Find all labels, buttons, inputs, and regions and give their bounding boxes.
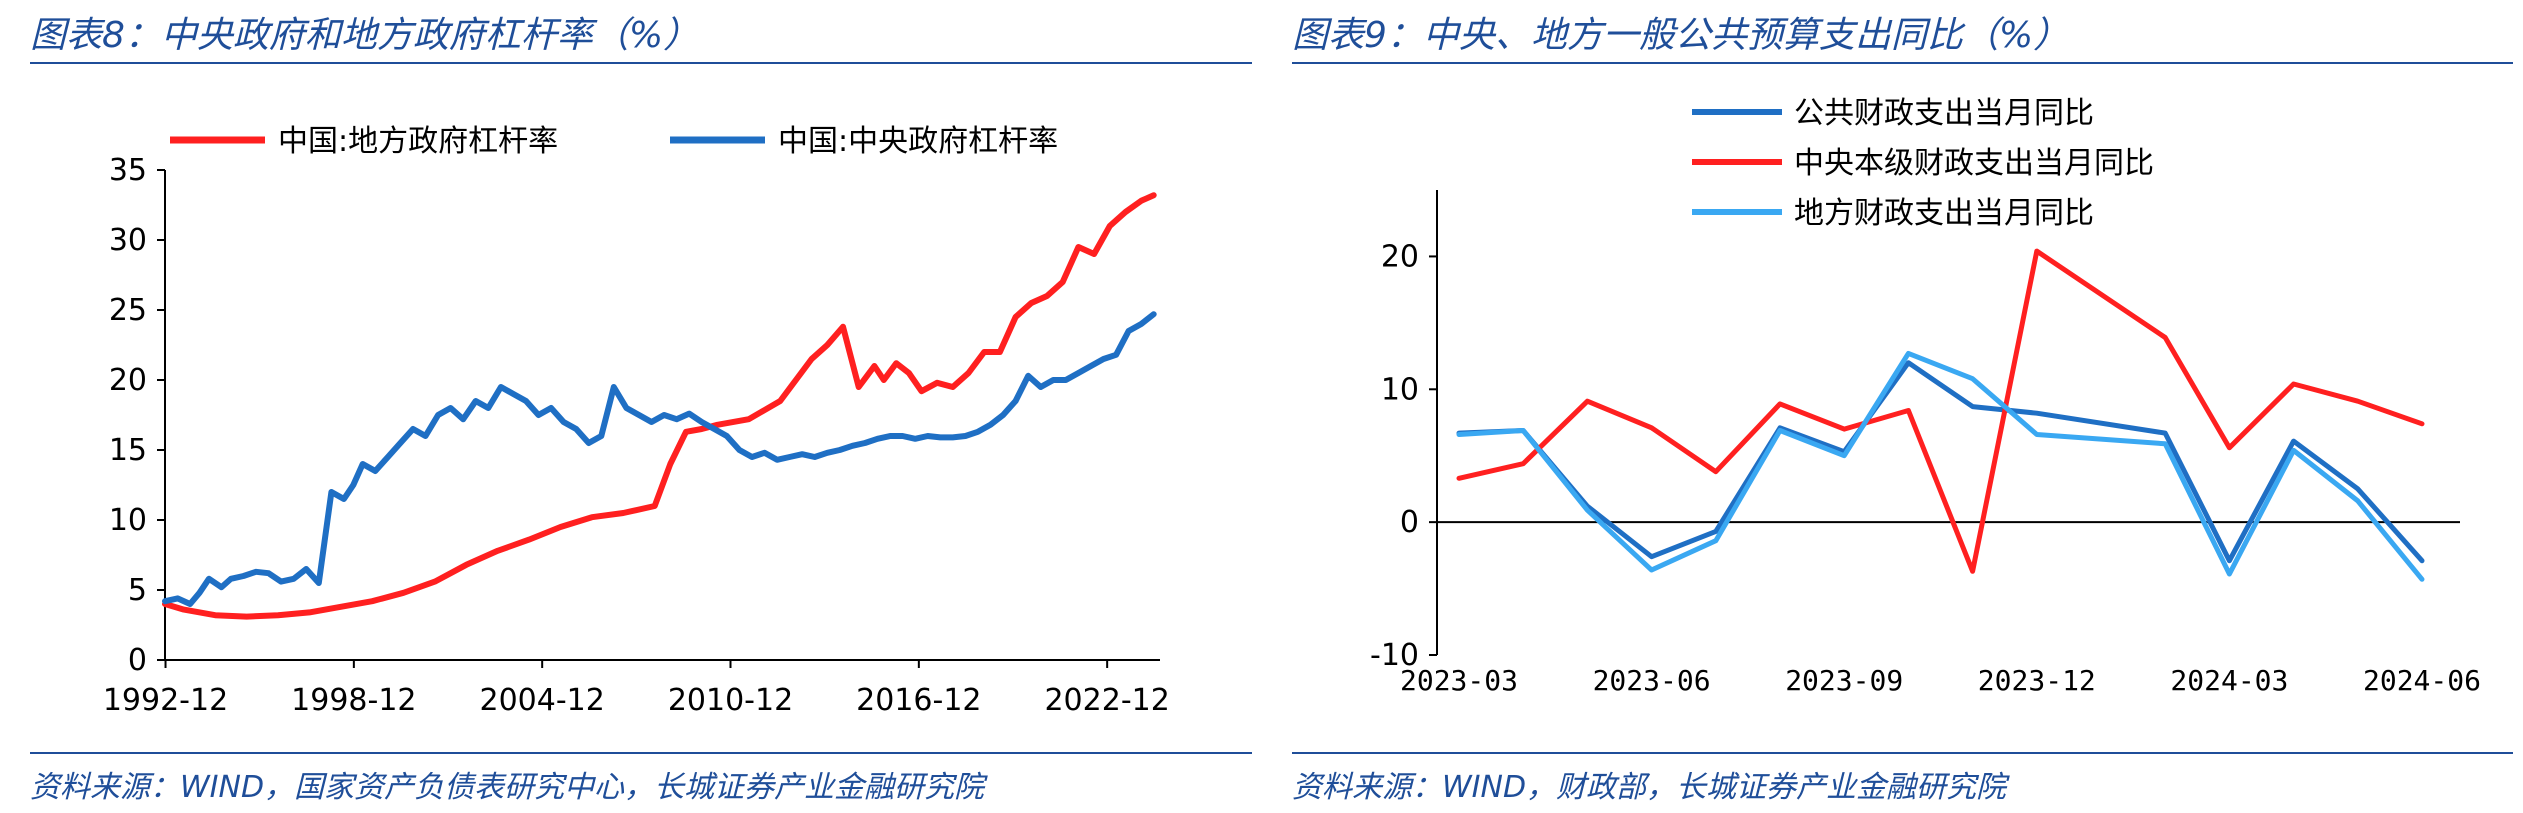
series-line-1 — [1456, 360, 2425, 564]
right-chart-panel: 图表9：中央、地方一般公共预算支出同比（%） -10 0 10 20 2023-03 20… — [1262, 0, 2523, 813]
legend-label: 中国:中央政府杠杆率 — [778, 124, 1058, 159]
x-tick-label: 2010-12 — [668, 683, 793, 718]
chart-title: 图表9：中央、地方一般公共预算支出同比（%） — [1292, 15, 2070, 56]
series-line-3 — [1456, 350, 2425, 582]
legend-label: 地方财政支出当月同比 — [1794, 196, 2094, 231]
chart-source: 资料来源：WIND，国家资产负债表研究中心，长城证券产业金融研究院 — [30, 770, 985, 805]
x-tick-label: 2024-06 — [2363, 664, 2481, 697]
right-line-chart: -10 0 10 20 2023-03 2023-06 2023-09 2023-12 2024… — [1370, 96, 2481, 697]
legend-label: 中央本级财政支出当月同比 — [1794, 146, 2154, 181]
series-line-2 — [162, 311, 1157, 607]
source-rule — [1292, 752, 2513, 754]
left-chart-panel: 图表8：中央政府和地方政府杠杆率（%） 0 5 10 15 20 25 30 35 1992-1… — [30, 15, 1252, 805]
x-tick-label: 1992-12 — [103, 683, 228, 718]
y-tick-label: 25 — [109, 293, 147, 328]
series-line-1 — [162, 192, 1157, 620]
legend-label: 中国:地方政府杠杆率 — [278, 124, 558, 159]
y-tick-label: -10 — [1370, 638, 1419, 673]
x-tick-label: 2016-12 — [856, 683, 981, 718]
left-line-chart: 0 5 10 15 20 25 30 35 1992-12 1998-12 2004-12 2010-… — [103, 124, 1170, 718]
series-line-2 — [1456, 248, 2425, 574]
title-rule — [1292, 62, 2513, 64]
y-tick-label: 20 — [109, 363, 147, 398]
x-tick-label: 2023-12 — [1978, 664, 2096, 697]
chart-source: 资料来源：WIND，财政部，长城证券产业金融研究院 — [1292, 770, 2007, 805]
title-rule — [30, 62, 1252, 64]
legend-label: 公共财政支出当月同比 — [1794, 96, 2094, 131]
x-tick-label: 1998-12 — [291, 683, 416, 718]
y-tick-label: 30 — [109, 223, 147, 258]
y-tick-label: 0 — [1400, 505, 1419, 540]
y-tick-label: 10 — [1381, 372, 1419, 407]
x-tick-label: 2023-03 — [1400, 664, 1518, 697]
x-tick-label: 2024-03 — [2170, 664, 2288, 697]
x-tick-label: 2023-06 — [1593, 664, 1711, 697]
x-tick-label: 2023-09 — [1785, 664, 1903, 697]
y-tick-label: 15 — [109, 433, 147, 468]
y-tick-label: 20 — [1381, 239, 1419, 274]
chart-title: 图表8：中央政府和地方政府杠杆率（%） — [30, 15, 700, 56]
x-tick-label: 2004-12 — [479, 683, 604, 718]
y-tick-label: 5 — [128, 573, 147, 608]
y-tick-label: 0 — [128, 643, 147, 678]
source-rule — [30, 752, 1252, 754]
x-tick-label: 2022-12 — [1044, 683, 1169, 718]
y-tick-label: 35 — [109, 153, 147, 188]
y-tick-label: 10 — [109, 503, 147, 538]
